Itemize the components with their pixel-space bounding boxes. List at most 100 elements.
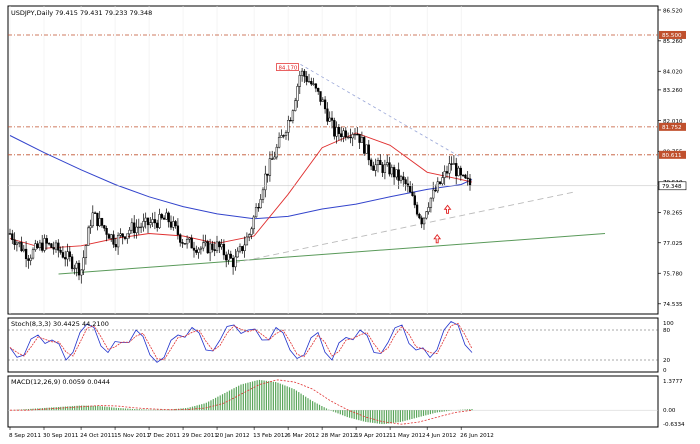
candle-body [241, 246, 244, 251]
candle-body [372, 165, 375, 171]
time-tick-label: 30 Sep 2011 [43, 433, 79, 439]
candle-body [77, 262, 81, 276]
candle-body [121, 233, 124, 237]
chart-title: USDJPY,Daily 79.415 79.431 79.233 79.348 [11, 9, 152, 17]
candle-body [179, 234, 182, 243]
price-tick-label: 86.520 [663, 8, 683, 14]
candle-body [43, 238, 46, 251]
candle-body [284, 132, 288, 136]
candle-body [413, 195, 416, 206]
price-tick-label: 82.010 [663, 119, 683, 125]
stoch-tick-label: 100 [663, 321, 674, 327]
candle-body [452, 163, 456, 165]
candle-body [321, 99, 324, 102]
last-price-box [658, 181, 687, 191]
candles [8, 68, 472, 284]
candle-body [112, 234, 115, 245]
level-label: 81.752 [662, 125, 682, 131]
candle-body [197, 248, 200, 253]
macd-title: MACD(12,26,9) 0.0059 0.0444 [11, 378, 110, 386]
candle-body [64, 257, 67, 260]
macd-histogram [8, 379, 658, 425]
candle-body [34, 243, 37, 251]
candle-body [342, 130, 345, 137]
candle-body [73, 267, 76, 270]
candle-body [466, 177, 469, 180]
candle-body [468, 178, 472, 186]
candle-body [314, 83, 318, 89]
time-axis: 8 Sep 2011 30 Sep 2011 24 Oct 2011 15 Nov 2… [9, 427, 494, 439]
candle-body [328, 117, 331, 122]
candle-body [429, 197, 433, 208]
candle-body [273, 156, 276, 160]
time-tick-label: 19 Apr 2012 [355, 433, 390, 439]
macd-signal-line [10, 379, 473, 425]
time-tick-label: 4 Jun 2012 [426, 433, 456, 439]
candle-body [438, 181, 442, 185]
candle-body [379, 160, 382, 165]
time-tick-label: 13 Feb 2012 [253, 433, 288, 439]
candle-body [41, 242, 44, 251]
candle-body [349, 136, 352, 139]
stoch-tick-label: 80 [663, 328, 671, 334]
candle-body [149, 222, 152, 226]
candle-body [245, 236, 249, 246]
level-label-box [659, 122, 686, 131]
stoch-k-line [9, 320, 473, 363]
candle-body [351, 134, 354, 139]
macd-axis: 1.3777 0.00 -0.6334 [663, 379, 685, 428]
candle-body [176, 225, 180, 235]
candle-body [183, 243, 186, 245]
candle-body [376, 160, 380, 166]
candle-body [411, 191, 414, 196]
candle-body [167, 212, 170, 223]
dashed-trendline [233, 191, 576, 264]
candle-body [330, 117, 334, 121]
candle-body [300, 70, 304, 76]
price-tick-label: 78.265 [663, 211, 683, 217]
peak-label: 84.170 [278, 65, 297, 71]
candle-body [93, 212, 97, 214]
candle-body [208, 243, 212, 254]
candle-body [337, 127, 341, 134]
candle-body [234, 256, 237, 268]
candle-body [45, 238, 48, 244]
candle-body [261, 189, 265, 200]
candle-body [185, 238, 189, 245]
candle-body [303, 70, 306, 77]
macd-tick-label: -0.6334 [663, 422, 685, 428]
candle-body [220, 243, 223, 248]
price-tick-label: 74.535 [663, 302, 683, 308]
stoch-tick-label: 0 [663, 368, 667, 374]
candle-body [68, 251, 71, 258]
time-tick-label: 7 Dec 2011 [148, 433, 181, 439]
candle-body [52, 247, 55, 250]
candle-body [57, 242, 60, 251]
candle-body [100, 218, 104, 226]
candle-body [84, 245, 88, 259]
candle-body [464, 174, 467, 179]
price-tick-label: 83.260 [663, 88, 683, 94]
candle-body [457, 167, 460, 177]
candle-body [139, 226, 143, 229]
candle-body [213, 249, 216, 252]
stoch-levels [8, 329, 658, 361]
candle-body [257, 207, 260, 209]
candle-body [243, 244, 246, 251]
candle-body [236, 250, 239, 258]
price-tick-label: 77.025 [663, 241, 683, 247]
level-label-box [659, 30, 686, 39]
candle-body [418, 213, 421, 219]
candle-body [27, 258, 30, 261]
candle-body [135, 226, 138, 234]
candle-body [409, 185, 412, 193]
candle-body [110, 234, 113, 239]
support-trendline [58, 233, 606, 275]
candle-body [427, 207, 430, 213]
candle-body [162, 217, 166, 220]
up-arrow-icon [433, 234, 442, 244]
stoch-panel [7, 317, 659, 373]
candle-body [174, 221, 177, 227]
candle-body [133, 222, 136, 234]
candle-body [70, 256, 74, 269]
